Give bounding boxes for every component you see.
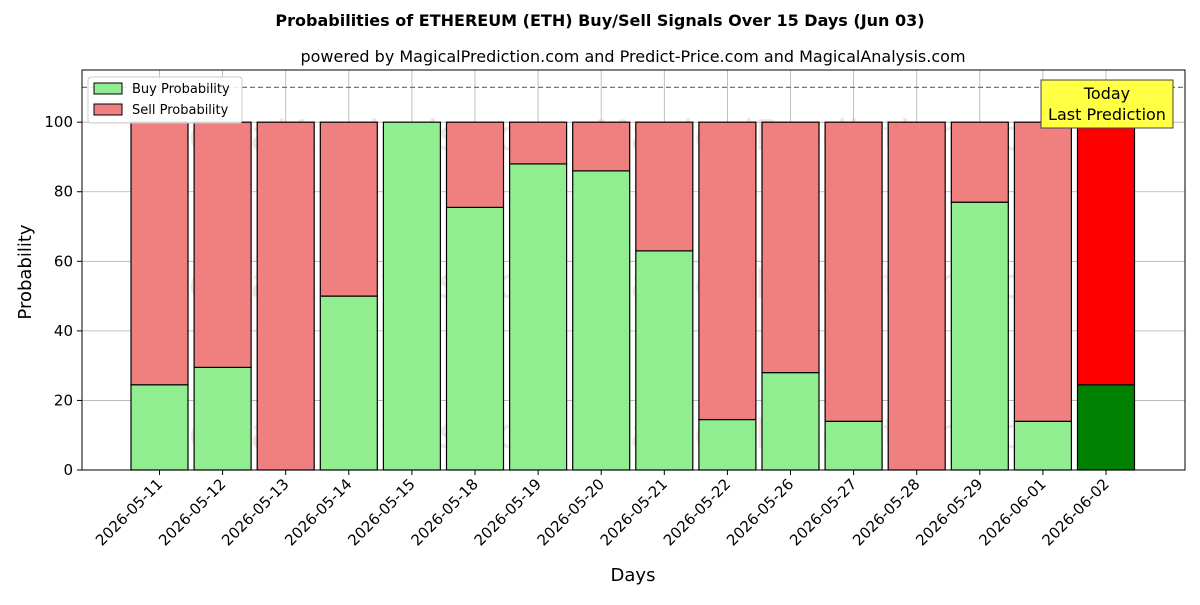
buy-bar — [761, 372, 820, 471]
y-tick-label: 80 — [54, 183, 73, 201]
x-tick-label: 2026-05-26 — [723, 475, 797, 549]
plot-frame — [81, 69, 1186, 471]
annotation-box — [1040, 79, 1174, 129]
buy-bar — [509, 163, 568, 471]
sell-bar — [509, 121, 568, 165]
sell-bar — [698, 121, 757, 421]
x-tick-label: 2026-05-14 — [281, 475, 355, 549]
x-tick-label: 2026-05-21 — [597, 475, 671, 549]
sell-bar — [824, 121, 883, 422]
x-tick-label: 2026-05-12 — [155, 475, 229, 549]
sell-bar — [572, 121, 631, 172]
y-axis-label: Probability — [15, 224, 36, 319]
buy-bar — [572, 170, 631, 471]
annotation-line-2: Last Prediction — [1048, 105, 1166, 124]
x-tick-label: 2026-05-27 — [786, 475, 860, 549]
buy-bar — [130, 384, 189, 471]
legend-box — [87, 76, 243, 124]
y-tick-label: 100 — [44, 113, 73, 131]
x-tick-label: 2026-05-13 — [218, 475, 292, 549]
buy-bar — [950, 201, 1009, 471]
legend-swatch-sell — [93, 103, 123, 116]
sell-bar — [1013, 121, 1073, 422]
annotation-line-1: Today — [1083, 84, 1130, 103]
x-tick-label: 2026-05-29 — [912, 475, 986, 549]
y-tick-label: 60 — [54, 252, 73, 270]
plot-area: MagicalAnalysis.comMagicalPrediction.com… — [44, 69, 1186, 549]
x-tick-label: 2026-05-19 — [471, 475, 545, 549]
chart-subtitle: powered by MagicalPrediction.com and Pre… — [300, 47, 965, 66]
sell-bar — [761, 121, 820, 374]
x-tick-label: 2026-06-01 — [975, 475, 1049, 549]
legend-label-buy: Buy Probability — [132, 82, 230, 97]
sell-bar — [193, 121, 252, 368]
x-tick-label: 2026-05-20 — [534, 475, 608, 549]
sell-bar — [256, 121, 315, 471]
sell-bar — [1076, 121, 1136, 386]
buy-bar — [382, 121, 441, 471]
x-tick-label: 2026-06-02 — [1038, 475, 1112, 549]
sell-bar — [887, 121, 946, 471]
buy-bar — [635, 250, 694, 471]
buy-bar — [824, 420, 883, 471]
sell-bar — [635, 121, 694, 252]
x-axis-label: Days — [611, 565, 656, 586]
buy-bar — [1076, 384, 1136, 471]
y-tick-label: 40 — [54, 322, 73, 340]
legend-label-sell: Sell Probability — [132, 103, 229, 118]
x-tick-label: 2026-05-28 — [849, 475, 923, 549]
buy-bar — [193, 366, 252, 471]
sell-bar — [130, 121, 189, 386]
buy-bar — [445, 206, 505, 471]
buy-bar — [698, 418, 757, 471]
x-tick-label: 2026-05-11 — [92, 475, 166, 549]
legend-swatch-buy — [93, 82, 123, 95]
x-tick-label: 2026-05-18 — [407, 475, 481, 549]
sell-bar — [445, 121, 505, 208]
buy-bar — [319, 295, 378, 471]
x-tick-label: 2026-05-15 — [344, 475, 418, 549]
sell-bar — [319, 121, 378, 297]
x-tick-label: 2026-05-22 — [660, 475, 734, 549]
y-tick-label: 0 — [63, 461, 73, 479]
y-tick-label: 20 — [54, 391, 73, 409]
buy-bar — [1013, 420, 1073, 471]
sell-bar — [950, 121, 1009, 203]
chart-title: Probabilities of ETHEREUM (ETH) Buy/Sell… — [275, 11, 924, 30]
